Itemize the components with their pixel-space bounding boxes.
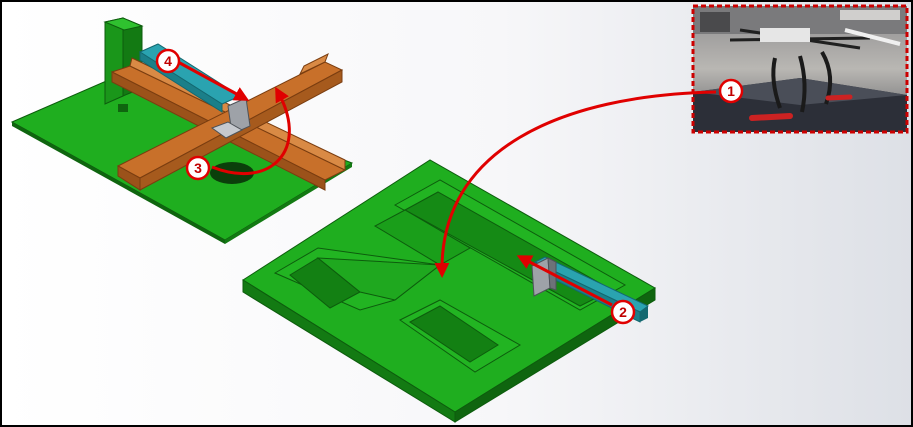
- step-label-2: 2: [619, 304, 627, 320]
- step-marker-3: 3: [185, 155, 211, 181]
- arrow-step-3: [211, 86, 291, 176]
- step-marker-1: 1: [718, 78, 744, 104]
- step-label-1: 1: [727, 83, 735, 99]
- left-base-plate-edge: [12, 122, 225, 244]
- step-label-3: 3: [194, 160, 202, 176]
- arrow-step-1: [434, 90, 717, 278]
- center-base-side-right: [454, 287, 656, 423]
- cross-beam-assembly: [10, 17, 354, 244]
- vertical-bracket: [104, 17, 124, 105]
- photo-cable: [749, 113, 793, 121]
- arrow-step-4: [177, 60, 250, 101]
- photo-inset: [691, 4, 909, 134]
- arrow-step-2: [516, 255, 613, 307]
- photo-dashed-border: [691, 4, 909, 134]
- step-label-4: 4: [164, 53, 172, 69]
- step-marker-2: 2: [610, 299, 636, 325]
- step-marker-4: 4: [155, 48, 181, 74]
